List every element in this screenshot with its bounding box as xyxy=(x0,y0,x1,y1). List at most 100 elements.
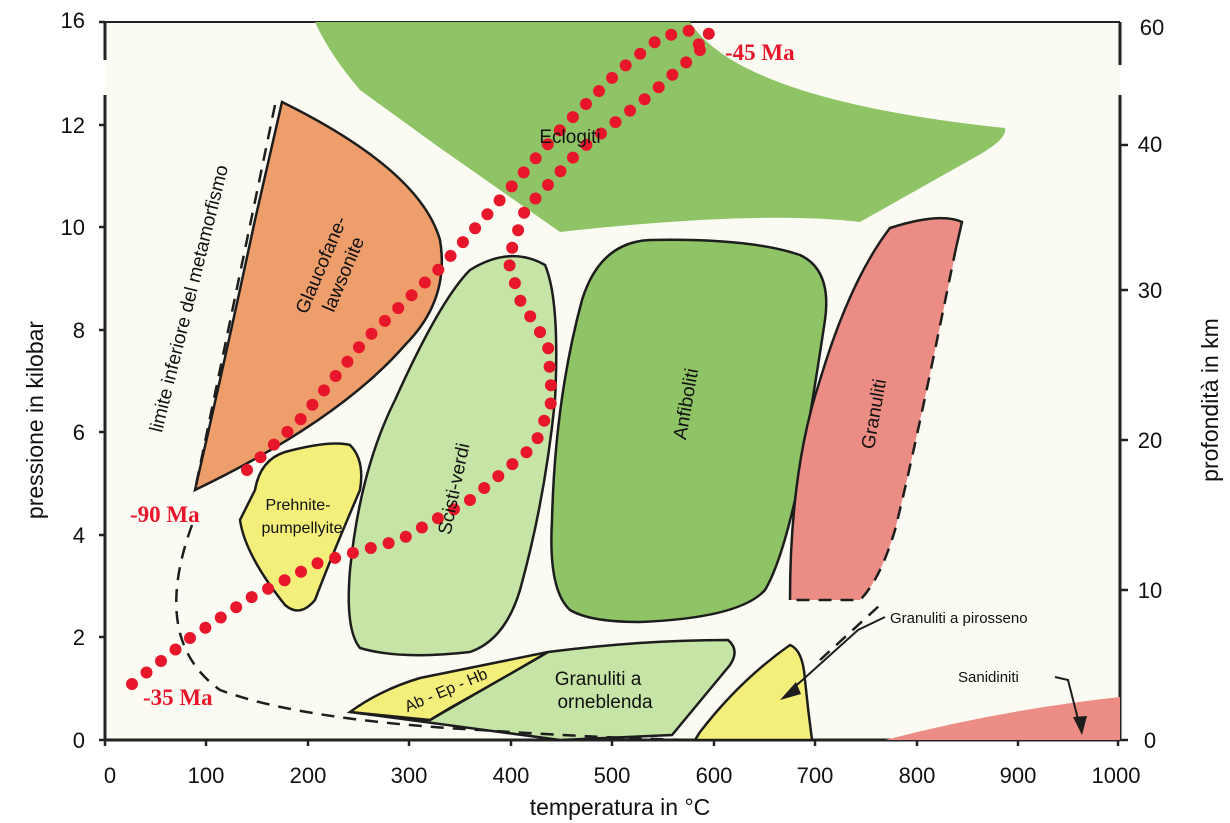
x-tick-800: 800 xyxy=(899,763,936,788)
geotherm-dot xyxy=(415,521,428,534)
sanidinite-arrowhead xyxy=(1073,716,1087,735)
right-axis-ticks xyxy=(1120,143,1128,742)
geotherm-dot xyxy=(365,327,378,340)
sanidinite-label: Sanidiniti xyxy=(958,669,1019,686)
label-minus-90-ma: -90 Ma xyxy=(130,502,200,527)
x-tick-1000: 1000 xyxy=(1092,763,1141,788)
geotherm-dot xyxy=(329,551,342,564)
geotherm-dot xyxy=(262,582,275,595)
upper-dashed-boundary xyxy=(819,604,881,661)
x-tick-500: 500 xyxy=(594,763,631,788)
geotherm-dot xyxy=(543,360,556,373)
x-tick-300: 300 xyxy=(391,763,428,788)
geotherm-dot xyxy=(478,482,491,494)
geotherm-dot xyxy=(329,370,342,382)
y-tick-2: 2 xyxy=(73,625,85,650)
geotherm-dot xyxy=(214,611,227,624)
prehnite-label-line1: Prehnite- xyxy=(266,497,331,514)
geotherm-dot xyxy=(318,384,330,397)
geotherm-dot xyxy=(538,414,551,427)
geotherm-dot xyxy=(493,194,506,207)
geotherm-dot xyxy=(432,263,445,276)
geotherm-dot xyxy=(544,397,557,410)
geotherm-dot xyxy=(544,379,557,392)
y2-tick-40: 40 xyxy=(1138,132,1162,157)
pyroxene-granulite-arrowhead xyxy=(780,682,801,700)
geotherm-dot xyxy=(634,47,647,60)
geotherm-dot xyxy=(431,512,444,525)
x-tick-700: 700 xyxy=(797,763,834,788)
geotherm-dot xyxy=(566,111,579,124)
y-tick-8: 8 xyxy=(73,318,85,343)
y-axis-title: pressione in kilobar xyxy=(22,321,48,520)
y2-tick-0: 0 xyxy=(1144,728,1156,753)
geotherm-dot xyxy=(531,432,544,445)
geotherm-dot xyxy=(553,124,566,137)
geotherm-dot xyxy=(295,565,307,578)
eclogite-label: Eclogiti xyxy=(539,127,600,148)
y-tick-4: 4 xyxy=(73,523,85,548)
eclogite-field xyxy=(315,22,1006,232)
hornblende-granulite-field xyxy=(349,638,736,742)
geotherm-dot xyxy=(517,166,530,179)
y2-tick-20: 20 xyxy=(1138,428,1162,453)
y-tick-12: 12 xyxy=(61,113,85,138)
greenschist-field xyxy=(347,254,558,657)
prehnite-pumpellyite-field xyxy=(238,442,363,612)
geotherm-dot xyxy=(353,341,365,354)
prehnite-label-line2: pumpellyite xyxy=(262,520,343,537)
geotherm-dot xyxy=(378,314,391,327)
geotherm-dot xyxy=(456,236,469,249)
glaucophane-lawsonite-field xyxy=(193,100,444,493)
geotherm-dot xyxy=(567,151,579,164)
geotherm-dot xyxy=(508,277,521,290)
pyroxene-granulite-arrow xyxy=(787,616,886,694)
geotherm-dot xyxy=(184,632,196,644)
geotherm-dot xyxy=(448,503,460,516)
geotherm-35ma-dots xyxy=(126,27,715,690)
geotherm-dot xyxy=(595,127,607,140)
geotherm-dot xyxy=(524,310,537,323)
geotherm-dot xyxy=(518,206,531,219)
geotherm-dot xyxy=(405,289,418,302)
amphibolite-field xyxy=(550,238,828,624)
y-tick-10: 10 xyxy=(61,215,85,240)
y2-axis-title: profondità in km xyxy=(1197,318,1223,482)
geotherm-dot xyxy=(140,666,153,679)
sanidinite-field xyxy=(885,697,1120,740)
sanidinite-arrow xyxy=(1054,676,1081,728)
geotherm-dot xyxy=(682,24,695,37)
geotherm-dot xyxy=(648,36,661,49)
geotherm-dot xyxy=(169,643,182,656)
geotherm-dot xyxy=(392,302,405,315)
x-tick-200: 200 xyxy=(290,763,327,788)
geotherm-dot xyxy=(481,208,494,221)
ab-ep-hb-field xyxy=(346,650,549,722)
hornblende-granulite-label-line2: orneblenda xyxy=(557,692,653,713)
geotherm-dot xyxy=(399,530,412,543)
bottom-axis-ticks xyxy=(103,740,1120,746)
granulite-outline xyxy=(788,216,964,601)
geotherm-dot xyxy=(619,59,632,72)
geotherm-dot xyxy=(593,85,605,97)
label-minus-45-ma: -45 Ma xyxy=(725,40,795,65)
geotherm-dot xyxy=(666,68,679,81)
y2-tick-10: 10 xyxy=(1138,578,1162,603)
geotherm-dot xyxy=(506,458,519,471)
geotherm-dot xyxy=(254,451,267,464)
geotherm-dot xyxy=(529,152,542,165)
geotherm-dot xyxy=(702,27,715,40)
geotherm-dot xyxy=(506,241,519,254)
granulite-field xyxy=(790,218,962,600)
geotherm-dot xyxy=(554,165,567,178)
geotherm-dot xyxy=(534,326,546,339)
geotherm-dot xyxy=(505,180,518,193)
geotherm-dot xyxy=(665,28,678,41)
geotherm-dot xyxy=(382,537,395,550)
lower-limit-lower-dashed-line xyxy=(175,524,691,742)
hornblende-granulite-label-line1: Granuliti a xyxy=(555,669,642,690)
y-tick-0: 0 xyxy=(73,728,85,753)
geotherm-dot xyxy=(580,98,592,110)
geotherm-dot xyxy=(245,591,258,604)
geotherm-dot xyxy=(503,259,516,272)
